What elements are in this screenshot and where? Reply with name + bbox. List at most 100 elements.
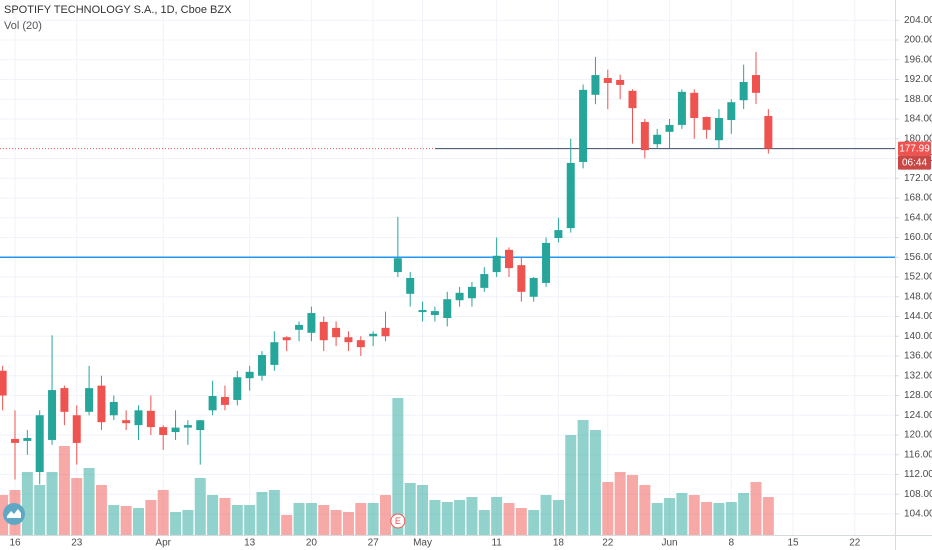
volume-bar [330, 510, 342, 535]
volume-bar [145, 500, 157, 535]
volume-bar [639, 485, 651, 535]
candle-body [443, 299, 452, 318]
volume-bar [231, 505, 243, 535]
countdown-label: 06:44 [902, 157, 927, 168]
volume-bar [244, 505, 256, 535]
y-tick-label: 156.00 [904, 252, 932, 263]
y-tick-label: 192.00 [904, 74, 932, 85]
candle-body [208, 396, 217, 411]
y-tick-label: 188.00 [904, 94, 932, 105]
candle-body [727, 102, 736, 120]
candle-body [739, 81, 748, 101]
candle-body [60, 388, 69, 412]
volume-bar [157, 490, 169, 535]
volume-bar [108, 505, 120, 535]
candle-body [356, 340, 365, 348]
x-tick-label: 16 [9, 538, 21, 549]
candle-body [233, 377, 242, 400]
candle-body [23, 437, 32, 441]
y-tick-label: 136.00 [904, 351, 932, 362]
candle-body [529, 277, 538, 297]
x-tick-label: 11 [491, 538, 502, 549]
x-tick-label: 20 [306, 538, 318, 549]
candle-body [480, 274, 489, 288]
y-tick-label: 132.00 [904, 370, 932, 381]
volume-bar [380, 495, 391, 535]
x-tick-label: 18 [553, 538, 565, 549]
volume-bar [713, 503, 725, 535]
volume-bar [207, 495, 219, 535]
candle-body [702, 117, 711, 130]
volume-bar [182, 510, 194, 535]
candle-body [430, 311, 439, 316]
x-tick-label: Jun [661, 538, 677, 549]
candle-layer [0, 51, 773, 485]
volume-bar [676, 493, 688, 535]
volume-bar [404, 483, 416, 535]
candle-body [295, 324, 304, 330]
x-tick-label: 15 [787, 538, 799, 549]
candle-body [122, 420, 131, 424]
y-tick-label: 152.00 [904, 272, 932, 283]
candle-body [665, 124, 674, 132]
candle-body [381, 327, 390, 337]
x-tick-label: 23 [71, 538, 83, 549]
y-tick-label: 140.00 [904, 331, 932, 342]
candle-body [579, 89, 588, 162]
candle-body [406, 277, 415, 294]
candle-body [282, 337, 291, 341]
volume-bar [281, 515, 293, 535]
volume-bar [120, 506, 132, 535]
volume-bar [441, 502, 453, 535]
candle-body [307, 313, 316, 333]
last-price-label: 177.99 [899, 143, 930, 154]
candle-body [677, 91, 686, 125]
candle-body [492, 255, 501, 273]
candle-body [97, 385, 106, 423]
candle-body [554, 230, 563, 238]
volume-bar [170, 512, 182, 535]
volume-bar [367, 503, 379, 535]
volume-bar [627, 475, 638, 535]
x-tick-label: 13 [244, 538, 256, 549]
volume-bar [392, 398, 404, 535]
y-tick-label: 112.00 [904, 469, 932, 480]
axes: 104.00 108.00 112.00 116.00 120.00 124.00 128.… [9, 15, 932, 549]
volume-bar [342, 512, 354, 535]
candle-body [566, 162, 575, 229]
candle-body [270, 342, 279, 365]
volume-bar [589, 430, 601, 535]
volume-bar [454, 500, 466, 535]
logo[interactable] [3, 503, 25, 525]
volume-bar [293, 503, 305, 535]
levels [0, 148, 895, 259]
candle-body [714, 118, 723, 141]
volume-bar [194, 478, 206, 535]
candle-body [159, 427, 168, 436]
candle-body [616, 79, 625, 85]
logo-icon[interactable] [7, 509, 21, 518]
y-tick-label: 144.00 [904, 311, 932, 322]
x-tick-label: May [413, 538, 432, 549]
volume-bar [688, 495, 700, 535]
event-label: E [395, 516, 401, 526]
y-tick-label: 180.00 [904, 133, 932, 144]
event-marker [390, 513, 406, 529]
volume-bar [701, 502, 713, 535]
volume-bar [21, 472, 33, 535]
volume-bar [95, 485, 107, 535]
y-tick-label: 108.00 [904, 489, 932, 500]
candle-body [85, 388, 94, 412]
candle-body [48, 390, 57, 440]
volume-bar [750, 482, 762, 535]
candle-body [183, 425, 192, 428]
candle-body [196, 420, 205, 431]
volume-bar [762, 497, 774, 535]
volume-bar [478, 510, 490, 535]
candle-body [35, 415, 44, 473]
volume-bar [503, 503, 515, 535]
last-price-box [898, 141, 931, 156]
volume-label: Vol (20) [4, 20, 42, 32]
